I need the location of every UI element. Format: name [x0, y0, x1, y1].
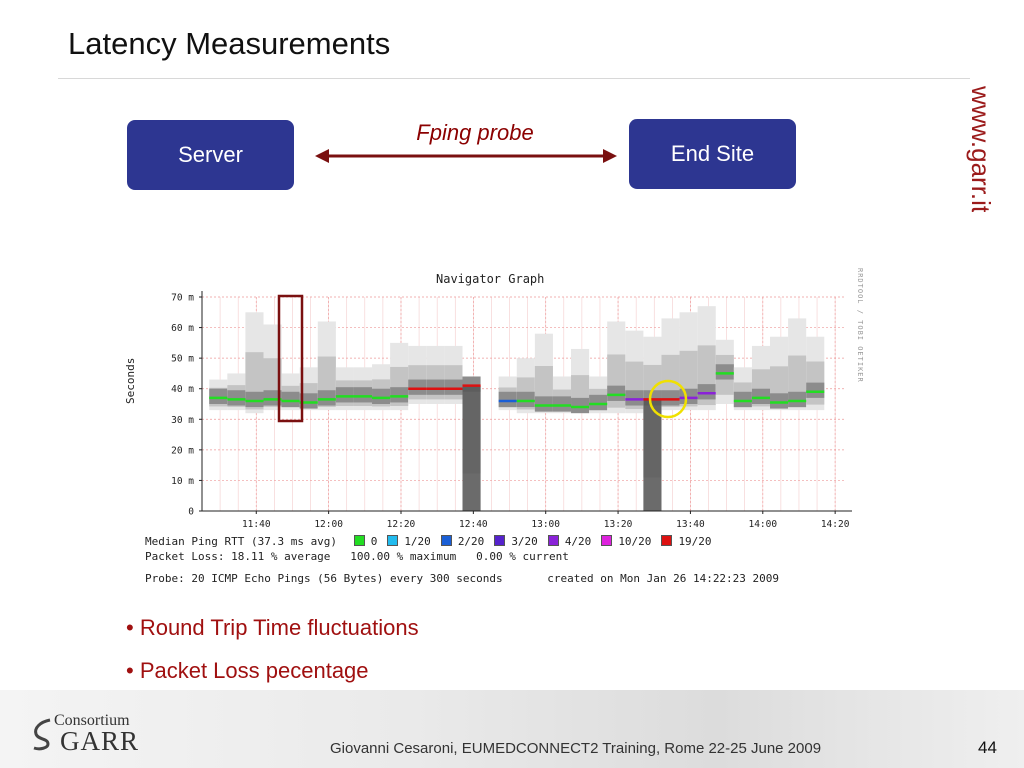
rtt-band-core — [806, 382, 825, 398]
bullet-list: • Round Trip Time fluctuations • Packet … — [126, 606, 419, 692]
legend-swatch-label: 2/20 — [457, 535, 485, 548]
y-tick-label: 70 m — [171, 293, 194, 304]
legend-swatch — [353, 535, 365, 546]
rtt-band-core — [516, 391, 535, 408]
legend-swatch — [440, 535, 452, 546]
chart-bars — [209, 306, 825, 511]
rtt-band-core — [589, 394, 608, 411]
legend-swatch-label: 10/20 — [618, 535, 652, 548]
double-arrow-icon — [315, 149, 617, 163]
legend-row-probe: Probe: 20 ICMP Echo Pings (56 Bytes) eve… — [145, 572, 779, 585]
title-rule — [58, 78, 970, 79]
footer-credit: Giovanni Cesaroni, EUMEDCONNECT2 Trainin… — [330, 740, 822, 757]
loss-column — [462, 385, 481, 511]
rtt-band-core — [715, 364, 734, 380]
rtt-band-core — [751, 388, 771, 404]
rtt-band-core — [625, 390, 644, 406]
rtt-band-core — [770, 393, 789, 409]
probe-text: Probe: 20 ICMP Echo Pings (56 Bytes) eve… — [145, 572, 503, 585]
brand-text: www.garr.it — [966, 85, 996, 212]
rtt-band-core — [444, 379, 463, 395]
navigator-graph: 0 10 m 20 m 30 m 40 m 50 m 60 m 70 m 11:40 12:00 1… — [171, 291, 852, 531]
legend-swatch-label: 19/20 — [678, 535, 712, 548]
rtt-band-core — [426, 379, 445, 395]
logo-garr: GARR — [60, 726, 140, 756]
rtt-band-core — [697, 384, 716, 400]
rtt-band-core — [679, 388, 698, 404]
legend-swatch — [547, 535, 559, 546]
rtt-band-core — [209, 388, 228, 404]
rtt-band-core — [263, 390, 282, 406]
slide-title: Latency Measurements — [68, 26, 391, 61]
legend-swatch — [494, 535, 506, 546]
y-tick-label: 0 — [188, 507, 194, 518]
fping-probe-label: Fping probe — [416, 120, 534, 145]
legend-swatch-label: 3/20 — [511, 535, 538, 548]
highlight-circle — [648, 379, 688, 419]
rtt-band-core — [408, 379, 427, 395]
rtt-band-core — [733, 391, 752, 408]
x-tick-label: 11:40 — [242, 519, 271, 530]
rtt-band-core — [227, 390, 246, 406]
page-number: 44 — [978, 738, 997, 757]
rtt-band-core — [372, 388, 391, 404]
brand-logo-text: www.garr.it — [966, 85, 996, 212]
rtt-band-core — [571, 397, 590, 414]
legend-row-loss: Packet Loss: 18.11 % average 100.00 % ma… — [145, 550, 569, 563]
legend-swatch — [601, 535, 613, 546]
x-tick-label: 13:20 — [604, 519, 633, 530]
rtt-band-core — [661, 390, 680, 406]
y-tick-label: 50 m — [171, 354, 194, 365]
x-tick-label: 13:00 — [531, 519, 560, 530]
logo-consortium: Consortium — [54, 712, 130, 729]
rtt-band-core — [552, 396, 572, 412]
legend-swatch — [661, 535, 673, 546]
footer-band — [0, 690, 1024, 768]
legend-swatch-label: 0 — [370, 535, 378, 548]
rtt-band-core — [788, 391, 807, 408]
chart-overlay — [277, 294, 688, 423]
y-tick-label: 30 m — [171, 415, 194, 426]
rtt-band-core — [335, 387, 354, 403]
loss-legend: 0 1/20 2/20 3/20 4/20 10/20 19/20 — [344, 535, 712, 548]
legend-swatch — [387, 535, 399, 546]
rtt-band-core — [281, 391, 300, 408]
rtt-band-core — [534, 396, 553, 412]
x-tick-label: 12:00 — [314, 519, 343, 530]
bullet-loss: • Packet Loss pecentage — [126, 658, 369, 683]
rtt-band-core — [353, 387, 373, 403]
highlight-box — [277, 294, 304, 423]
x-tick-label: 12:20 — [387, 519, 416, 530]
chart-ticks: 0 10 m 20 m 30 m 40 m 50 m 60 m 70 m 11:40 12:00 1… — [171, 293, 850, 531]
chart-medians — [209, 372, 825, 409]
rtt-band-core — [245, 391, 264, 408]
server-box: Server — [127, 120, 294, 190]
rtt-band-core — [317, 390, 336, 406]
rtt-band-core — [607, 385, 626, 401]
legend-rtt-label: Median Ping RTT (37.3 ms avg) — [145, 535, 338, 548]
x-tick-label: 14:20 — [821, 519, 850, 530]
bullet-rtt: • Round Trip Time fluctuations — [126, 615, 419, 640]
y-tick-label: 40 m — [171, 384, 194, 395]
y-tick-label: 10 m — [171, 476, 194, 487]
x-tick-label: 14:00 — [748, 519, 777, 530]
legend-row-rtt: Median Ping RTT (37.3 ms avg) 0 1/20 2/20 3… — [145, 535, 712, 548]
y-tick-label: 20 m — [171, 445, 194, 456]
created-text: created on Mon Jan 26 14:22:23 2009 — [547, 572, 780, 585]
legend-swatch-label: 1/20 — [404, 535, 431, 548]
y-tick-label: 60 m — [171, 323, 194, 334]
loss-column — [643, 399, 662, 511]
x-tick-label: 13:40 — [676, 519, 705, 530]
rtt-band-core — [390, 387, 409, 403]
rtt-band-core — [299, 393, 318, 409]
garr-mark-icon — [33, 718, 51, 751]
x-tick-label: 12:40 — [459, 519, 488, 530]
chart-title: Navigator Graph — [436, 272, 545, 286]
legend-swatch-label: 4/20 — [564, 535, 592, 548]
rtt-band-core — [498, 391, 517, 408]
end-site-box: End Site — [629, 119, 796, 189]
rrdtool-credit: RRDTOOL / TOBI OETIKER — [856, 268, 864, 383]
